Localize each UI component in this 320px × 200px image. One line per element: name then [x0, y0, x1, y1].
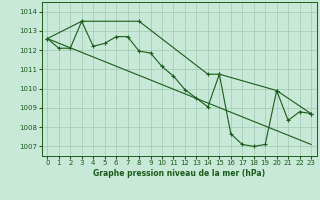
X-axis label: Graphe pression niveau de la mer (hPa): Graphe pression niveau de la mer (hPa) — [93, 169, 265, 178]
